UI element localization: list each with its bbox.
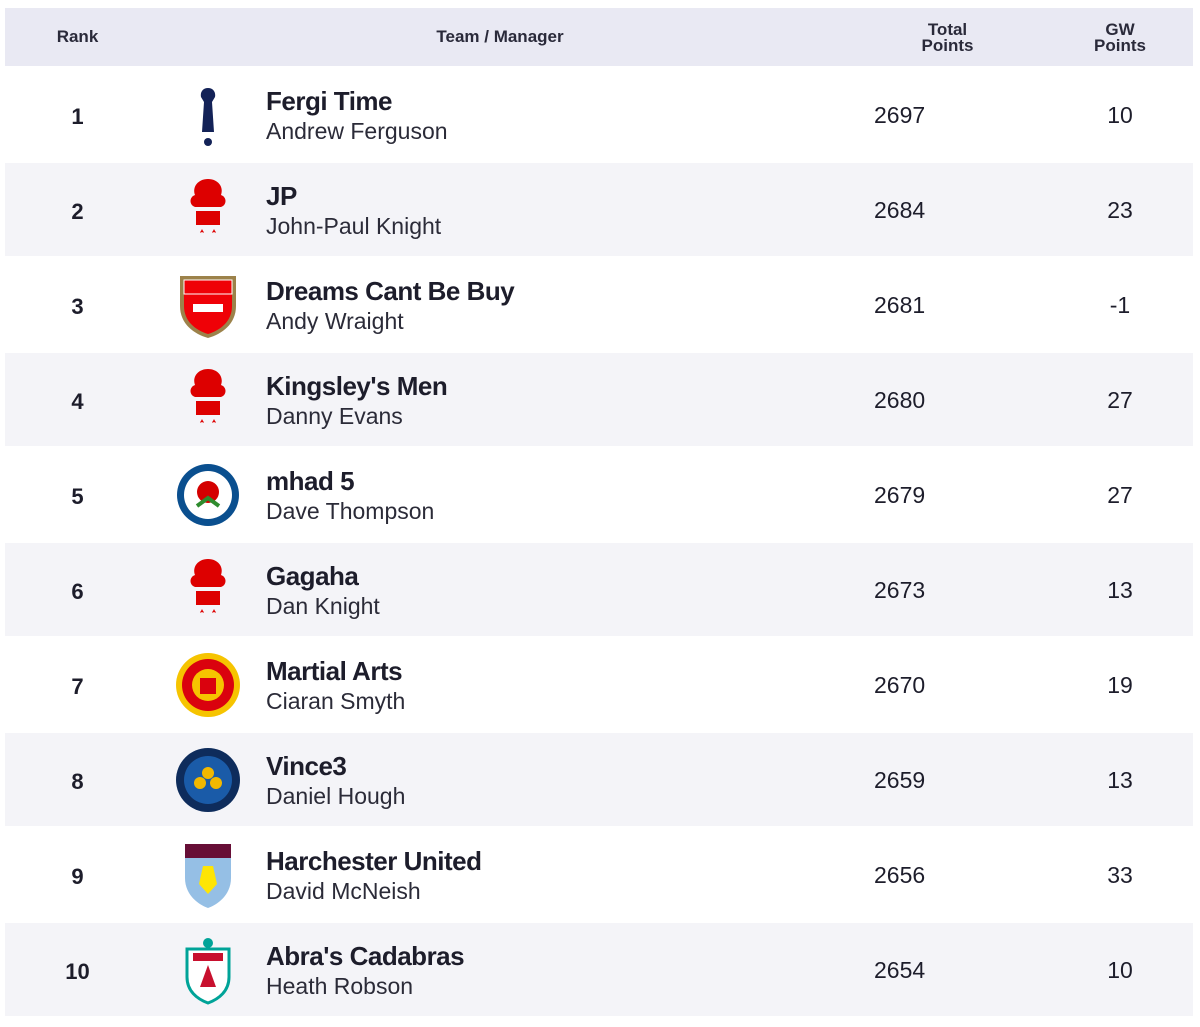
- gw-points: 27: [1107, 387, 1133, 413]
- manager-name: Daniel Hough: [266, 783, 406, 809]
- rank: 9: [71, 864, 84, 889]
- column-header: GW Points: [1094, 20, 1146, 55]
- total-points: 2673: [874, 577, 926, 603]
- standings-table: Rank Team / Manager Total Points GW Poin…: [5, 8, 1193, 1016]
- club-crest: [185, 844, 231, 908]
- gw-points: 33: [1107, 862, 1133, 888]
- rank: 10: [65, 959, 90, 984]
- table-row: 5 mhad 5 Dave Thompson 2679 27: [5, 448, 1193, 541]
- team-name[interactable]: mhad 5: [266, 466, 355, 496]
- team-name[interactable]: Gagaha: [266, 561, 359, 591]
- total-points: 2680: [874, 387, 926, 413]
- manager-name: Heath Robson: [266, 973, 414, 999]
- table-row: 9 Harchester United David McNeish 2656 33: [5, 828, 1193, 921]
- table-row: 3 Dreams Cant Be Buy Andy Wraight 2681 -1: [5, 258, 1193, 351]
- manager-name: Andy Wraight: [266, 308, 404, 334]
- gw-points: 10: [1107, 102, 1133, 128]
- rank: 2: [71, 199, 84, 224]
- club-crest: [190, 559, 226, 613]
- team-name[interactable]: Dreams Cant Be Buy: [266, 276, 515, 306]
- club-crest: [190, 179, 226, 233]
- total-points: 2656: [874, 862, 926, 888]
- rank: 1: [71, 104, 84, 129]
- table-row: 8 Vince3 Daniel Hough 2659 13: [5, 733, 1193, 826]
- rank: 3: [71, 294, 84, 319]
- column-header: Rank: [56, 27, 99, 46]
- team-name[interactable]: JP: [266, 181, 297, 211]
- total-points: 2684: [874, 197, 926, 223]
- table-row: 2 JP John-Paul Knight 2684 23: [5, 163, 1193, 256]
- rank: 5: [71, 484, 84, 509]
- table-row: 4 Kingsley's Men Danny Evans 2680 27: [5, 353, 1193, 446]
- club-crest: [185, 938, 231, 1005]
- table-row: 7 Martial Arts Ciaran Smyth 2670 19: [5, 638, 1193, 731]
- team-name[interactable]: Harchester United: [266, 846, 482, 876]
- club-crest: [176, 748, 240, 812]
- rank: 8: [71, 769, 84, 794]
- team-name[interactable]: Kingsley's Men: [266, 371, 448, 401]
- total-points: 2697: [874, 102, 926, 128]
- total-points: 2679: [874, 482, 926, 508]
- rank: 6: [71, 579, 84, 604]
- gw-points: 27: [1107, 482, 1133, 508]
- total-points: 2659: [874, 767, 926, 793]
- manager-name: Andrew Ferguson: [266, 118, 448, 144]
- team-name[interactable]: Abra's Cadabras: [266, 941, 465, 971]
- rank: 7: [71, 674, 84, 699]
- gw-points: 10: [1107, 957, 1133, 983]
- table-header: Rank Team / Manager Total Points GW Poin…: [5, 8, 1193, 66]
- total-points: 2681: [874, 292, 926, 318]
- column-header: Total Points: [921, 20, 974, 55]
- manager-name: David McNeish: [266, 878, 421, 904]
- table-row: 6 Gagaha Dan Knight 2673 13: [5, 543, 1193, 636]
- gw-points: 23: [1107, 197, 1133, 223]
- table-row: 1 Fergi Time Andrew Ferguson 2697 10: [5, 68, 1193, 161]
- manager-name: Dave Thompson: [266, 498, 435, 524]
- club-crest: [176, 653, 240, 717]
- club-crest: [190, 369, 226, 423]
- club-crest: [200, 88, 216, 146]
- manager-name: Danny Evans: [266, 403, 403, 429]
- club-crest: [180, 276, 236, 338]
- manager-name: Ciaran Smyth: [266, 688, 406, 714]
- team-name[interactable]: Martial Arts: [266, 656, 403, 686]
- club-crest: [177, 464, 239, 526]
- rank: 4: [71, 389, 84, 414]
- gw-points: 19: [1107, 672, 1133, 698]
- gw-points: -1: [1109, 292, 1131, 318]
- manager-name: Dan Knight: [266, 593, 380, 619]
- team-name[interactable]: Vince3: [266, 751, 347, 781]
- gw-points: 13: [1107, 577, 1133, 603]
- gw-points: 13: [1107, 767, 1133, 793]
- total-points: 2654: [874, 957, 926, 983]
- team-name[interactable]: Fergi Time: [266, 86, 393, 116]
- column-header: Team / Manager: [436, 27, 564, 46]
- total-points: 2670: [874, 672, 926, 698]
- table-row: 10 Abra's Cadabras Heath Robson 2654 10: [5, 923, 1193, 1016]
- manager-name: John-Paul Knight: [266, 213, 442, 239]
